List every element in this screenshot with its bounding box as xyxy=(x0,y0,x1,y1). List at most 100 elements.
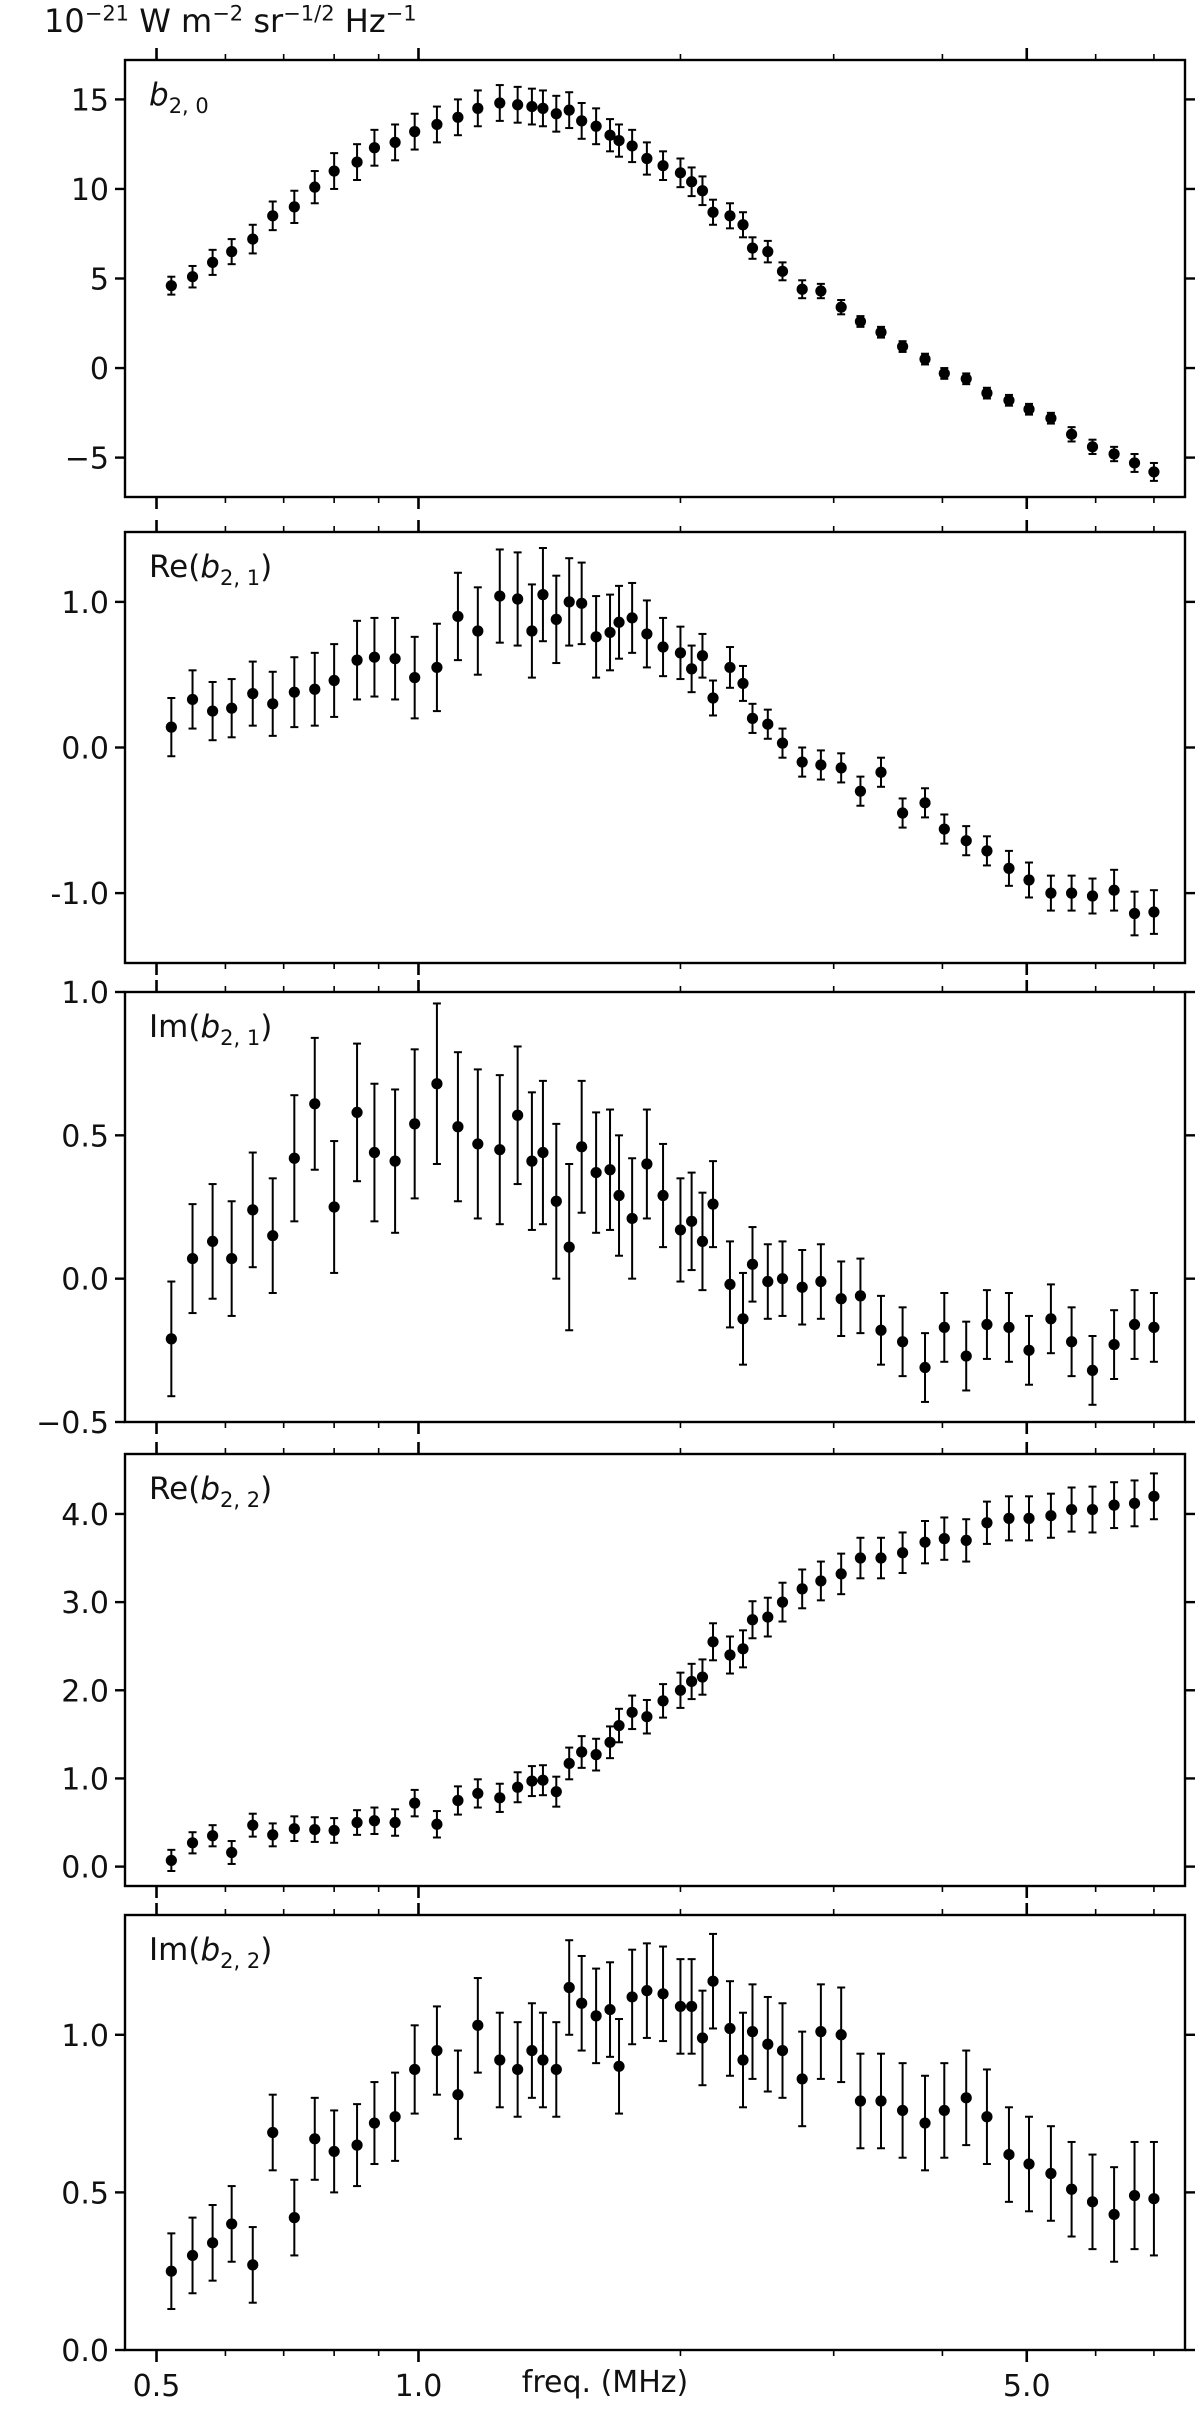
data-point xyxy=(550,108,562,120)
data-point xyxy=(696,650,709,662)
data-point xyxy=(613,1189,625,1202)
y-tick-label: 15 xyxy=(71,83,109,118)
data-point xyxy=(409,126,421,138)
data-point xyxy=(919,2117,931,2129)
data-point xyxy=(938,367,950,380)
data-point xyxy=(537,1146,549,1159)
y-tick-label: 1.0 xyxy=(61,2019,109,2054)
data-point xyxy=(494,590,506,602)
y-tick-label: −0.5 xyxy=(36,1406,109,1441)
data-point xyxy=(626,1991,638,2003)
data-point xyxy=(226,1846,238,1859)
data-point xyxy=(981,2111,993,2123)
data-point xyxy=(512,1109,524,1121)
data-point xyxy=(368,1815,381,1827)
data-point xyxy=(1128,907,1141,920)
data-point xyxy=(657,641,669,653)
data-point xyxy=(746,2026,759,2038)
data-point xyxy=(537,102,549,114)
data-point xyxy=(576,115,588,127)
data-point xyxy=(186,1837,199,1849)
data-point xyxy=(981,387,993,399)
data-point xyxy=(776,737,789,749)
data-point xyxy=(896,1336,909,1348)
y-tick-label: 0.5 xyxy=(61,2176,109,2211)
data-point xyxy=(1128,2189,1141,2202)
data-point xyxy=(686,1675,698,1688)
data-point xyxy=(207,256,219,268)
data-point xyxy=(707,1636,719,1648)
data-point xyxy=(737,2054,749,2066)
data-point xyxy=(472,1787,484,1800)
data-point xyxy=(674,1224,687,1236)
data-point xyxy=(657,1988,669,2000)
data-point xyxy=(431,1078,443,1090)
data-point xyxy=(207,705,219,717)
data-point xyxy=(1148,906,1160,918)
data-point xyxy=(796,2073,808,2085)
panel-frame xyxy=(123,1452,1187,1888)
data-point xyxy=(550,613,562,625)
data-point xyxy=(707,206,719,218)
data-point xyxy=(604,2003,616,2016)
data-point xyxy=(1045,887,1057,899)
panel-label: Re(b2, 2) xyxy=(149,1471,272,1512)
data-point xyxy=(288,2212,300,2224)
data-point xyxy=(1066,887,1078,899)
data-point xyxy=(641,1158,653,1170)
data-point xyxy=(1108,884,1120,896)
data-point xyxy=(351,1106,363,1118)
data-point xyxy=(452,610,464,623)
data-point xyxy=(1066,428,1078,440)
data-point xyxy=(875,1552,887,1564)
data-point xyxy=(815,2026,827,2038)
data-point xyxy=(707,1198,719,1210)
data-point xyxy=(165,1854,177,1867)
y-tick-label: -1.0 xyxy=(50,877,109,912)
data-point xyxy=(472,625,484,637)
data-point xyxy=(576,1141,588,1153)
data-point xyxy=(835,301,847,313)
data-point xyxy=(563,104,575,116)
data-point xyxy=(526,1155,538,1167)
data-point xyxy=(1148,1321,1160,1333)
data-point xyxy=(563,1981,575,1994)
data-point xyxy=(494,1144,506,1156)
data-point xyxy=(389,2111,401,2123)
data-point xyxy=(746,1258,759,1270)
panel-frame xyxy=(123,990,1187,1424)
data-point xyxy=(267,2126,279,2139)
data-point xyxy=(746,242,759,254)
data-point xyxy=(351,2139,363,2151)
data-point xyxy=(1045,1313,1057,1325)
data-point xyxy=(875,2095,887,2107)
data-point xyxy=(389,1816,401,1829)
data-point xyxy=(226,2218,238,2230)
data-point xyxy=(328,165,340,177)
data-point xyxy=(776,1273,789,1285)
data-point xyxy=(1023,2158,1035,2170)
data-point xyxy=(896,340,909,353)
data-point xyxy=(875,766,887,778)
data-point xyxy=(431,1818,443,1830)
x-axis-label: freq. (MHz) xyxy=(522,2365,688,2400)
data-point xyxy=(309,2133,321,2145)
data-point xyxy=(452,1794,464,1807)
data-point xyxy=(186,693,199,706)
data-point xyxy=(267,698,279,710)
data-point xyxy=(550,1786,562,1798)
data-point xyxy=(226,702,238,714)
data-point xyxy=(1003,2148,1015,2161)
data-point xyxy=(604,1736,616,1748)
data-point xyxy=(776,265,789,277)
data-point xyxy=(328,674,340,687)
data-point xyxy=(1086,2196,1099,2208)
data-point xyxy=(1003,862,1015,874)
data-point xyxy=(226,1253,238,1265)
data-point xyxy=(165,1333,177,1345)
data-point xyxy=(186,2249,199,2262)
x-tick-label: 5.0 xyxy=(1003,2369,1051,2404)
data-point xyxy=(288,1823,300,1835)
data-point xyxy=(919,1536,931,1548)
data-point xyxy=(737,677,749,690)
